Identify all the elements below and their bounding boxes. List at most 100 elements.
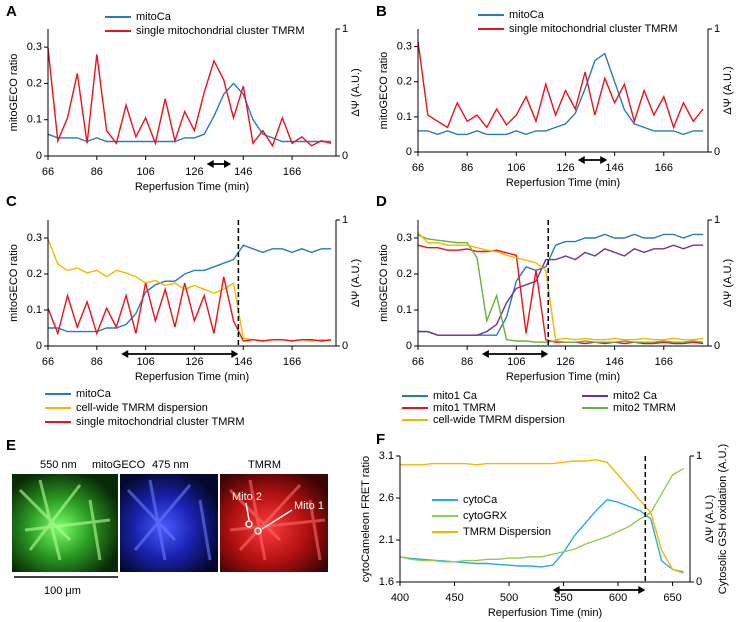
panel-letter: F bbox=[376, 431, 385, 448]
image-red bbox=[220, 474, 328, 572]
y-axis-title: mitoGECO ratio bbox=[378, 52, 390, 130]
y2-tick-label: 1 bbox=[714, 23, 720, 35]
panel-letter: A bbox=[6, 3, 17, 20]
y-tick-label: 0.1 bbox=[397, 304, 412, 316]
x-tick-label: 146 bbox=[605, 162, 623, 174]
x-tick-label: 146 bbox=[234, 356, 252, 368]
x-tick-label: 106 bbox=[507, 162, 525, 174]
image-label: TMRM bbox=[248, 459, 281, 471]
mito-label: Mito 1 bbox=[294, 500, 324, 512]
x-tick-label: 106 bbox=[136, 356, 154, 368]
x-axis-title: Reperfusion Time (min) bbox=[506, 177, 620, 189]
y-tick-label: 0 bbox=[36, 340, 42, 352]
y-axis-title: cytoCameleon FRET ratio bbox=[360, 456, 372, 582]
y-tick-label: 0.3 bbox=[27, 41, 42, 53]
y2-tick-label: 0 bbox=[342, 150, 348, 162]
x-tick-label: 86 bbox=[461, 356, 473, 368]
x-tick-label: 86 bbox=[91, 166, 103, 178]
series-line bbox=[418, 52, 704, 136]
scale-bar-label: 100 μm bbox=[44, 585, 81, 597]
y-tick-label: 0.3 bbox=[27, 232, 42, 244]
panel-e: E 550 nm mitoGECO 475 nm TMRM Mito 2 Mit… bbox=[6, 437, 328, 597]
x-axis-title: Reperfusion Time (min) bbox=[135, 181, 249, 193]
series-line bbox=[47, 238, 332, 342]
legend-label: mito1 TMRM bbox=[433, 402, 496, 414]
y-axis-title: mitoGECO ratio bbox=[378, 244, 390, 322]
y2-tick-label: 0 bbox=[714, 340, 720, 352]
x-tick-label: 650 bbox=[663, 592, 681, 604]
legend-label: TMRM Dispersion bbox=[463, 526, 551, 538]
y-tick-label: 0 bbox=[406, 146, 412, 158]
arrow-head bbox=[638, 586, 646, 594]
x-tick-label: 106 bbox=[507, 356, 525, 368]
legend-label: mitoCa bbox=[509, 9, 545, 21]
y-tick-label: 0.1 bbox=[27, 114, 42, 126]
y-tick-label: 0.1 bbox=[397, 111, 412, 123]
x-tick-label: 66 bbox=[42, 356, 54, 368]
legend-label: mito2 Ca bbox=[613, 390, 658, 402]
legend-label: mito2 TMRM bbox=[613, 402, 676, 414]
y-tick-label: 0.2 bbox=[27, 268, 42, 280]
y2-axis-title: ΔΨ (A.U.) bbox=[704, 495, 716, 543]
x-axis-title: Reperfusion Time (min) bbox=[135, 371, 249, 383]
x-tick-label: 600 bbox=[609, 592, 627, 604]
y-tick-label: 0.1 bbox=[27, 304, 42, 316]
arrow-head bbox=[600, 156, 608, 164]
series-line bbox=[399, 467, 684, 563]
x-tick-label: 126 bbox=[556, 356, 574, 368]
x-tick-label: 166 bbox=[655, 162, 673, 174]
y-tick-label: 0 bbox=[36, 150, 42, 162]
arrow-head bbox=[541, 350, 549, 358]
y-tick-label: 0.2 bbox=[397, 268, 412, 280]
legend-label: mitoCa bbox=[76, 388, 112, 400]
y-tick-label: 3.1 bbox=[379, 450, 394, 462]
y2-tick-label: 1 bbox=[342, 23, 348, 35]
x-axis-title: Reperfusion Time (min) bbox=[488, 607, 602, 619]
y2-tick-label: 1 bbox=[342, 214, 348, 226]
legend-label: single mitochondrial cluster TMRM bbox=[76, 416, 245, 428]
arrow-head bbox=[577, 156, 585, 164]
legend-label: cell-wide TMRM dispersion bbox=[76, 402, 208, 414]
x-tick-label: 550 bbox=[554, 592, 572, 604]
y-tick-label: 1.6 bbox=[379, 576, 394, 588]
x-tick-label: 86 bbox=[461, 162, 473, 174]
x-tick-label: 126 bbox=[556, 162, 574, 174]
y2-tick-label: 0 bbox=[714, 146, 720, 158]
panel-letter: C bbox=[6, 193, 17, 210]
series-line bbox=[47, 47, 332, 148]
y-tick-label: 0.3 bbox=[397, 232, 412, 244]
legend-label: single mitochondrial cluster TMRM bbox=[136, 25, 305, 37]
y-tick-label: 0 bbox=[406, 340, 412, 352]
x-tick-label: 66 bbox=[412, 356, 424, 368]
x-tick-label: 500 bbox=[500, 592, 518, 604]
y2-axis-title: Cytosolic GSH oxidation (A.U.) bbox=[717, 444, 729, 594]
y2-tick-label: 0 bbox=[696, 576, 702, 588]
image-label: 550 nm bbox=[40, 459, 77, 471]
x-tick-label: 166 bbox=[283, 166, 301, 178]
y2-tick-label: 0 bbox=[342, 340, 348, 352]
series-line bbox=[48, 244, 332, 333]
y2-axis-title: ΔΨ (A.U.) bbox=[722, 259, 734, 307]
image-blue bbox=[120, 474, 218, 572]
legend-label: cytoCa bbox=[463, 494, 498, 506]
series-line bbox=[47, 82, 332, 143]
arrow-head bbox=[231, 350, 239, 358]
legend-label: cytoGRX bbox=[463, 510, 508, 522]
y-tick-label: 2.6 bbox=[379, 492, 394, 504]
panel-letter: B bbox=[376, 3, 387, 20]
x-tick-label: 86 bbox=[91, 356, 103, 368]
series-line bbox=[47, 276, 332, 342]
x-tick-label: 146 bbox=[234, 166, 252, 178]
y2-axis-title: ΔΨ (A.U.) bbox=[350, 259, 362, 307]
series-line bbox=[417, 244, 704, 345]
series-line bbox=[417, 234, 704, 343]
y-tick-label: 0.3 bbox=[397, 40, 412, 52]
image-label: 475 nm bbox=[152, 459, 189, 471]
